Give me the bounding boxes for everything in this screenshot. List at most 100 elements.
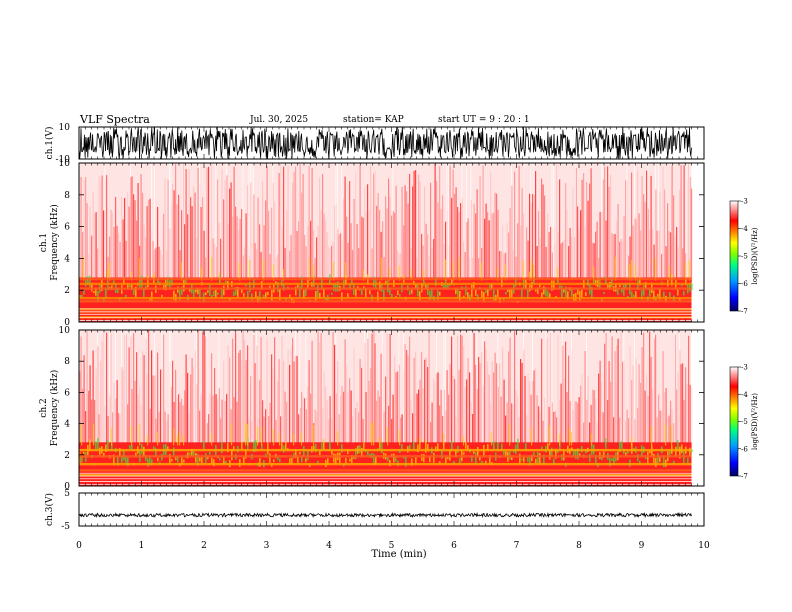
spectrogram-activity-mark	[557, 450, 559, 454]
spectrogram-column	[257, 197, 259, 283]
spectrogram-white-streak	[511, 163, 512, 283]
spectrogram-white-streak	[553, 163, 554, 283]
spectrogram-activity-mark	[485, 460, 487, 465]
spectrogram-column	[172, 184, 174, 283]
spectrogram-column	[287, 165, 289, 283]
spectrogram-white-streak	[170, 163, 172, 283]
spectrogram-activity-mark	[243, 293, 245, 297]
spectrogram-column	[359, 358, 361, 447]
spectrogram-activity-mark	[303, 290, 305, 299]
spectrogram-column	[428, 256, 430, 283]
spectrogram-column	[352, 249, 354, 283]
spectrogram-activity-mark	[285, 441, 287, 450]
spectrogram-burst-mark	[569, 427, 571, 446]
spectrogram-column	[389, 333, 391, 447]
spectrogram-white-streak	[445, 330, 446, 447]
spectrogram-activity-mark	[551, 447, 553, 457]
spectrogram-activity-mark	[489, 455, 491, 463]
spectrogram-column	[440, 208, 442, 283]
spectrogram-column	[349, 181, 351, 283]
spectrogram-activity-mark	[487, 289, 489, 297]
spectrogram-column	[553, 411, 555, 447]
spectrogram-activity-mark	[197, 453, 199, 466]
spectrogram-activity-mark	[157, 457, 159, 462]
spectrogram-column	[598, 257, 600, 283]
spectrogram-column	[572, 410, 574, 447]
spectrogram-activity-mark	[481, 290, 483, 298]
spectrogram-column	[448, 394, 450, 447]
spectrogram-column	[394, 356, 396, 447]
spectrogram-burst-mark	[631, 260, 633, 281]
spectrogram-activity-mark	[255, 439, 257, 452]
spectrogram-column	[122, 370, 124, 447]
spectrogram-column	[437, 372, 439, 447]
spectrogram-column	[95, 368, 97, 447]
spectrogram-column	[386, 208, 388, 283]
spectrogram-column	[421, 233, 423, 283]
spectrogram-activity-mark	[199, 457, 201, 462]
spectrogram-column	[229, 188, 231, 283]
spectrogram-column	[368, 210, 370, 283]
spectrogram-activity-mark	[641, 290, 643, 300]
spectrogram-white-streak	[653, 330, 655, 447]
spectrogram-column	[601, 381, 603, 447]
spectrogram-activity-mark	[549, 449, 551, 460]
spectrogram-burst-mark	[283, 269, 285, 281]
spectrogram-column	[565, 341, 567, 447]
spectrogram-column	[464, 251, 466, 283]
spectrogram-activity-mark	[657, 453, 659, 464]
spectrogram-activity-mark	[475, 452, 477, 465]
colorbar-tick-label: -4	[741, 225, 748, 233]
spectrogram-activity-mark	[201, 456, 203, 464]
spectrogram-column	[572, 187, 574, 283]
spectrogram-column	[157, 206, 159, 283]
spectrogram-column	[146, 206, 148, 283]
spectrogram-column	[682, 363, 684, 447]
spectrogram-column	[340, 395, 342, 447]
figure-title: VLF Spectra	[79, 113, 150, 126]
spectrogram-column	[664, 392, 666, 447]
spectrogram-column	[686, 383, 688, 447]
spectrogram-column	[341, 386, 343, 447]
spectrogram-column	[172, 360, 174, 447]
spectrogram-activity-mark	[281, 442, 283, 451]
spectrogram-activity-mark	[411, 289, 413, 294]
spectrogram-column	[94, 400, 96, 447]
spectrogram-column	[286, 209, 288, 283]
spectrogram-activity-mark	[259, 458, 261, 467]
spectrogram-column	[86, 203, 88, 283]
spectrogram-column	[616, 221, 618, 283]
y-axis-label-line: ch.2	[39, 398, 49, 417]
spectrogram-activity-mark	[241, 441, 243, 450]
spectrogram-column	[214, 244, 216, 283]
spectrogram-activity-mark	[681, 283, 683, 287]
spectrogram-column	[544, 195, 546, 283]
spectrogram-activity-mark	[355, 447, 357, 460]
spectrogram-column	[512, 249, 514, 283]
spectrogram-column	[589, 183, 591, 283]
spectrogram-activity-mark	[409, 290, 411, 296]
spectrogram-activity-mark	[523, 457, 525, 463]
y-tick-label: 4	[64, 254, 70, 264]
spectrogram-column	[472, 258, 474, 283]
spectrogram-column	[479, 362, 481, 447]
spectrogram-column	[659, 410, 661, 447]
spectrogram-column	[539, 237, 541, 283]
spectrogram-activity-mark	[343, 464, 345, 467]
spectrogram-white-streak	[392, 163, 394, 283]
spectrogram-column	[125, 240, 127, 283]
spectrogram-column	[326, 232, 328, 283]
spectrogram-column	[545, 246, 547, 283]
spectrogram-activity-mark	[337, 281, 339, 292]
spectrogram-column	[383, 411, 385, 447]
spectrogram-white-streak	[679, 330, 680, 447]
spectrogram-activity-mark	[603, 292, 605, 295]
spectrogram-activity-mark	[653, 290, 655, 300]
spectrogram-column	[395, 372, 397, 447]
spectrogram-activity-mark	[323, 439, 325, 450]
spectrogram-column	[377, 390, 379, 447]
spectrogram-activity-mark	[123, 277, 125, 285]
spectrogram-activity-mark	[533, 452, 535, 457]
spectrogram-column	[380, 231, 382, 283]
spectrogram-burst-mark	[273, 264, 275, 281]
